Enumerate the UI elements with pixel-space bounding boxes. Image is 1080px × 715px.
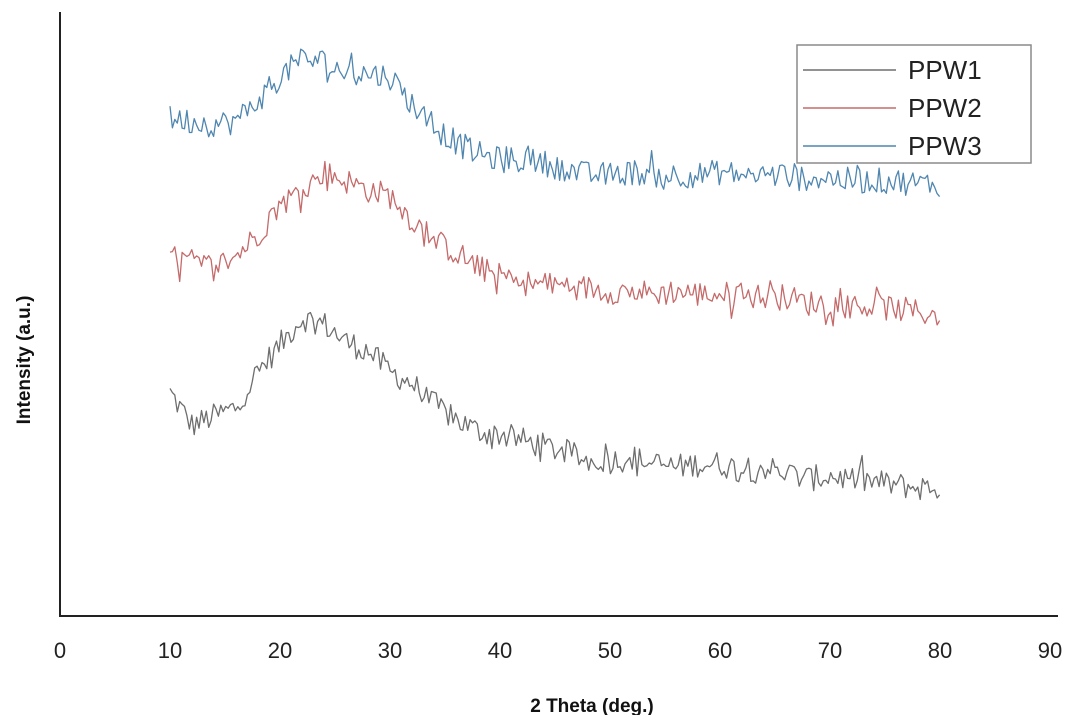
x-tick-labels: 0 10 20 30 40 50 60 70 80 90 — [54, 638, 1062, 663]
legend-label-ppw2: PPW2 — [908, 93, 982, 123]
x-axis-title: 2 Theta (deg.) — [530, 696, 654, 715]
legend-label-ppw3: PPW3 — [908, 131, 982, 161]
legend: PPW1 PPW2 PPW3 — [796, 44, 1032, 164]
x-tick-label: 70 — [818, 638, 842, 663]
series-line-ppw2 — [169, 160, 941, 327]
legend-entries: PPW1 PPW2 PPW3 — [803, 55, 982, 161]
x-tick-label: 20 — [268, 638, 292, 663]
x-tick-label: 80 — [928, 638, 952, 663]
y-axis-title: Intensity (a.u.) — [14, 296, 35, 425]
x-tick-label: 50 — [598, 638, 622, 663]
x-tick-label: 40 — [488, 638, 512, 663]
x-tick-label: 60 — [708, 638, 732, 663]
x-tick-label: 10 — [158, 638, 182, 663]
x-tick-label: 90 — [1038, 638, 1062, 663]
legend-box — [796, 44, 1032, 164]
x-tick-label: 30 — [378, 638, 402, 663]
series-line-ppw3 — [169, 48, 941, 198]
x-tick-label: 0 — [54, 638, 66, 663]
series-line-ppw1 — [169, 311, 941, 501]
series-layer — [169, 48, 941, 501]
legend-label-ppw1: PPW1 — [908, 55, 982, 85]
